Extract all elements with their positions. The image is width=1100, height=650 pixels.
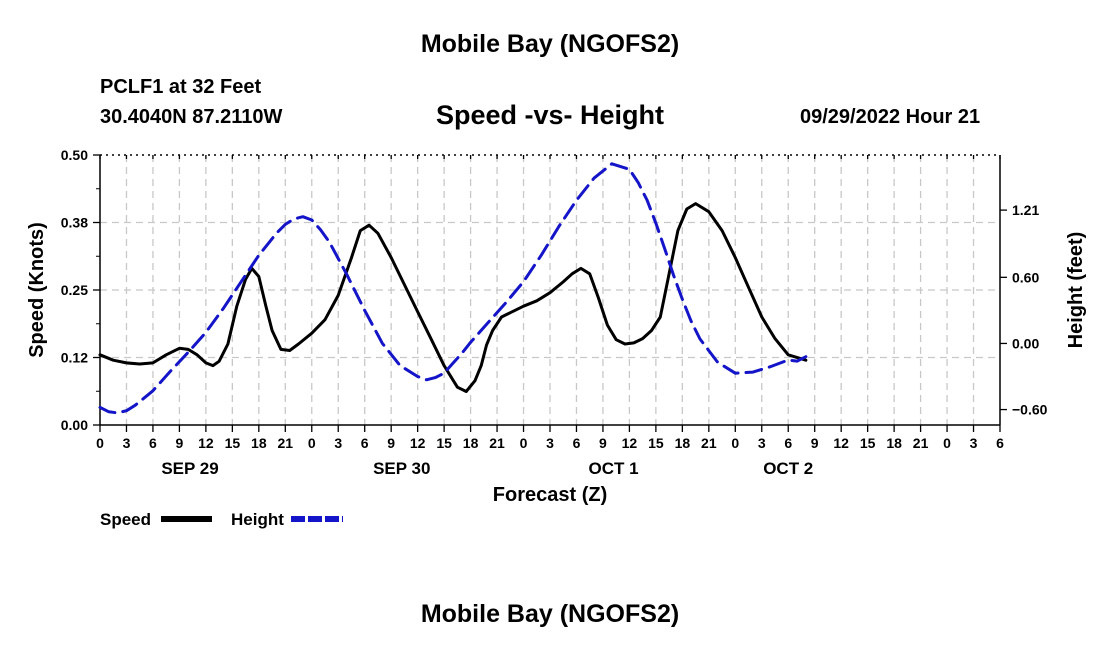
x-tick-label: 15	[860, 435, 876, 451]
x-tick-label: 18	[251, 435, 267, 451]
right-axis-title: Height (feet)	[1065, 232, 1087, 349]
legend-height-label: Height	[231, 510, 284, 529]
chart-subtitle: Speed -vs- Height	[435, 100, 665, 130]
date-label: SEP 29	[161, 459, 218, 478]
x-tick-label: 12	[622, 435, 638, 451]
x-tick-label: 9	[387, 435, 395, 451]
x-tick-label: 3	[970, 435, 978, 451]
right-y-tick-label: 0.60	[1012, 269, 1039, 285]
left-axis-title: Speed (Knots)	[26, 222, 48, 358]
x-tick-label: 6	[361, 435, 369, 451]
station-coordinates: 30.4040N 87.2110W	[100, 106, 283, 128]
x-tick-label: 21	[489, 435, 505, 451]
chart-title: Mobile Bay (NGOFS2)	[420, 30, 680, 58]
x-tick-label: 0	[520, 435, 528, 451]
x-axis-title: Forecast (Z)	[493, 484, 607, 506]
left-y-tick-label: 0.00	[61, 417, 88, 433]
x-tick-label: 0	[943, 435, 951, 451]
x-tick-label: 3	[758, 435, 766, 451]
height-series-line	[98, 162, 808, 415]
x-tick-label: 9	[176, 435, 184, 451]
x-tick-label: 12	[833, 435, 849, 451]
x-tick-label: 9	[811, 435, 819, 451]
station-label: PCLF1 at 32 Feet	[100, 76, 262, 98]
x-tick-label: 0	[308, 435, 316, 451]
left-y-tick-label: 0.38	[61, 215, 88, 231]
series-layer	[98, 162, 808, 415]
x-tick-label: 6	[149, 435, 157, 451]
forecast-datetime: 09/29/2022 Hour 21	[800, 106, 981, 128]
date-label: OCT 2	[763, 459, 813, 478]
x-tick-label: 18	[463, 435, 479, 451]
labels-layer: 0 3 6 9 12 15 18 21 0 3 6 9 12 15 18 21 0 3 6 9 12 15 18 21 0 3 6 9…	[26, 147, 1087, 506]
x-tick-label: 21	[278, 435, 294, 451]
x-tick-label: 15	[436, 435, 452, 451]
left-y-tick-label: 0.12	[61, 350, 88, 366]
x-tick-label: 6	[784, 435, 792, 451]
right-y-tick-label: −0.60	[1012, 402, 1048, 418]
right-y-tick-label: 1.21	[1012, 202, 1039, 218]
left-y-tick-label: 0.50	[61, 147, 88, 163]
x-tick-label: 3	[546, 435, 554, 451]
legend-speed-label: Speed	[100, 510, 151, 529]
x-tick-label: 6	[996, 435, 1004, 451]
x-tick-label: 12	[198, 435, 214, 451]
second-chart-title: Mobile Bay (NGOFS2)	[420, 600, 680, 628]
x-tick-label: 12	[410, 435, 426, 451]
x-tick-label: 18	[675, 435, 691, 451]
x-tick-label: 0	[96, 435, 104, 451]
x-tick-label: 3	[123, 435, 131, 451]
date-label: OCT 1	[588, 459, 638, 478]
left-y-tick-label: 0.25	[61, 282, 88, 298]
speed-series-line	[98, 202, 808, 393]
x-tick-label: 21	[701, 435, 717, 451]
legend: Speed Height	[100, 510, 343, 529]
x-tick-label: 3	[334, 435, 342, 451]
x-tick-label: 6	[573, 435, 581, 451]
x-tick-label: 15	[648, 435, 664, 451]
axes-layer	[93, 154, 1007, 432]
date-label: SEP 30	[373, 459, 430, 478]
x-tick-label: 9	[599, 435, 607, 451]
x-tick-label: 15	[225, 435, 241, 451]
right-y-tick-label: 0.00	[1012, 335, 1039, 351]
x-tick-label: 0	[731, 435, 739, 451]
x-tick-label: 18	[886, 435, 902, 451]
grid-layer	[100, 155, 1000, 425]
x-tick-label: 21	[913, 435, 929, 451]
